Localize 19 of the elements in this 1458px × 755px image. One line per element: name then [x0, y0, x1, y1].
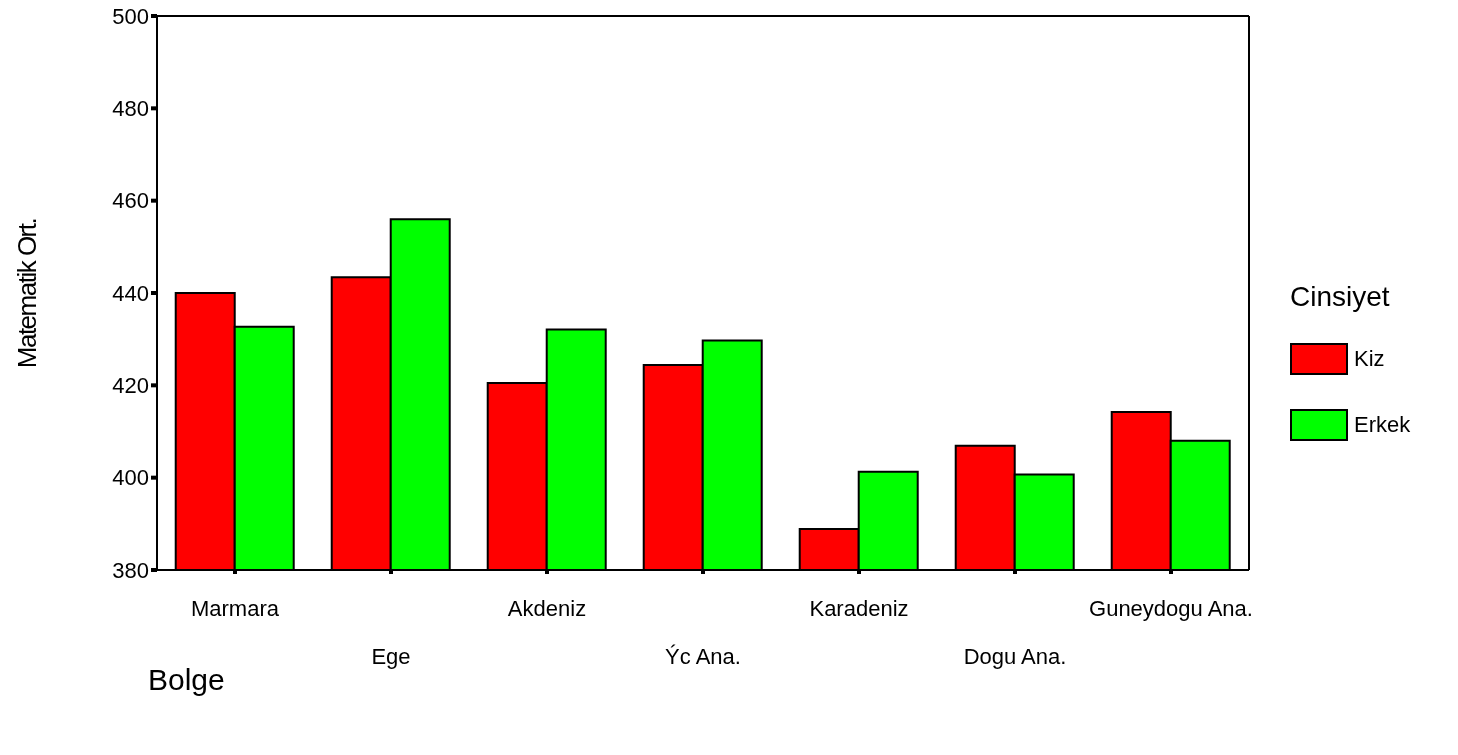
x-tick-label: Akdeniz — [507, 596, 587, 621]
x-tick-label: Guneydogu Ana. — [1089, 596, 1253, 621]
y-tick-label: 500 — [112, 3, 149, 29]
x-tick-label: Dogu Ana. — [963, 644, 1067, 669]
x-axis-title: Bolge — [148, 663, 225, 697]
y-tick-label: 380 — [112, 557, 149, 583]
x-tick-label: Ýc Ana. — [665, 644, 741, 669]
y-tick-label: 480 — [112, 96, 149, 122]
y-tick-label: 420 — [112, 373, 149, 399]
y-tick-label: 440 — [112, 280, 149, 306]
y-tick-label: 460 — [112, 188, 149, 214]
y-axis-title: Matematik Ort. — [12, 218, 44, 368]
x-tick-label: Ege — [371, 644, 411, 669]
legend-label: Kiz — [1354, 346, 1385, 372]
x-tick-label: Karadeniz — [809, 596, 909, 621]
legend-title: Cinsiyet — [1290, 281, 1391, 313]
x-tick-label: Marmara — [190, 596, 280, 621]
legend-label: Erkek — [1354, 412, 1411, 438]
y-tick-label: 400 — [112, 465, 149, 491]
